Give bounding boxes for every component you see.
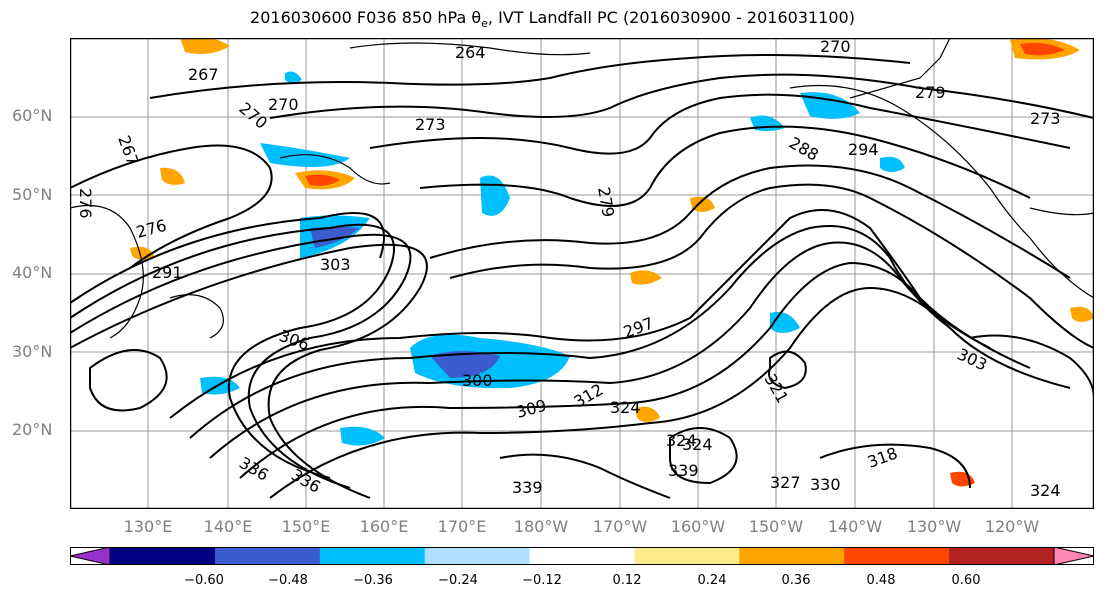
colorbar-tick: 0.60 — [951, 573, 981, 588]
lon-label: 120°W — [984, 517, 1040, 536]
lon-label: 140°W — [827, 517, 883, 536]
contour-label: 324 — [1030, 481, 1061, 500]
theta-e-contours — [70, 53, 1094, 499]
colorbar-tick: 0.24 — [697, 573, 727, 588]
contour-label: 279 — [915, 83, 946, 102]
contour-label: 339 — [512, 478, 543, 497]
colorbar-tick: −0.36 — [353, 573, 393, 588]
contour-label: 300 — [462, 371, 493, 390]
colorbar-segment — [739, 547, 845, 565]
colorbar-tick: 0.12 — [612, 573, 642, 588]
colorbar-segment — [214, 547, 321, 565]
gridlines — [70, 38, 1094, 509]
colorbar-tick: 0.48 — [866, 573, 896, 588]
colorbar-extend-high — [1053, 547, 1094, 565]
contour-label: 267 — [188, 65, 219, 84]
colorbar — [70, 547, 1094, 565]
lat-label-40n: 40°N — [12, 263, 53, 282]
colorbar-tick: 0.36 — [781, 573, 811, 588]
contour-label: 339 — [668, 461, 699, 480]
lat-label-60n: 60°N — [12, 106, 53, 125]
lon-label: 170°E — [437, 517, 487, 536]
colorbar-segment — [529, 547, 635, 565]
colorbar-segment — [949, 547, 1055, 565]
colorbar-segment — [110, 547, 216, 565]
map-title: 2016030600 F036 850 hPa θe, IVT Landfall… — [250, 8, 855, 31]
contour-label: 276 — [76, 188, 95, 219]
contour-label: 273 — [415, 115, 446, 134]
contour-label: 303 — [320, 255, 351, 274]
colorbar-segment — [424, 547, 531, 565]
contour-label: 270 — [268, 95, 299, 114]
lon-label: 180°W — [513, 517, 569, 536]
colorbar-segment — [319, 547, 426, 565]
lat-label-30n: 30°N — [12, 342, 53, 361]
contour-label: 324 — [610, 398, 641, 417]
colorbar-extend-low — [70, 547, 111, 565]
lon-label: 150°W — [748, 517, 804, 536]
lon-label: 160°W — [670, 517, 726, 536]
colorbar-tick: −0.60 — [184, 573, 224, 588]
contour-label: 273 — [1030, 109, 1061, 128]
positive-shading — [130, 38, 1094, 487]
contour-label: 324 — [666, 431, 697, 450]
colorbar-tick: −0.12 — [522, 573, 562, 588]
colorbar-segment — [634, 547, 740, 565]
contour-label: 324 — [682, 435, 713, 454]
map-panel: 264 267 267 270 270 270 273 273 276 276 … — [70, 38, 1094, 509]
contour-label: 327 — [770, 473, 801, 492]
colorbar-tick: −0.24 — [438, 573, 478, 588]
lon-label: 140°E — [203, 517, 253, 536]
contour-label: 330 — [810, 475, 841, 494]
lon-label: 130°W — [906, 517, 962, 536]
lat-label-50n: 50°N — [12, 185, 53, 204]
contour-label: 264 — [455, 43, 486, 62]
lat-label-20n: 20°N — [12, 420, 53, 439]
contour-label: 270 — [820, 38, 851, 56]
lon-label: 130°E — [123, 517, 173, 536]
colorbar-segment — [844, 547, 950, 565]
colorbar-tick: −0.48 — [268, 573, 308, 588]
contour-label: 291 — [152, 263, 183, 282]
contour-label: 294 — [848, 140, 879, 159]
lon-label: 160°E — [359, 517, 409, 536]
coastlines — [70, 38, 1094, 339]
lon-label: 170°W — [592, 517, 648, 536]
lon-label: 150°E — [281, 517, 331, 536]
